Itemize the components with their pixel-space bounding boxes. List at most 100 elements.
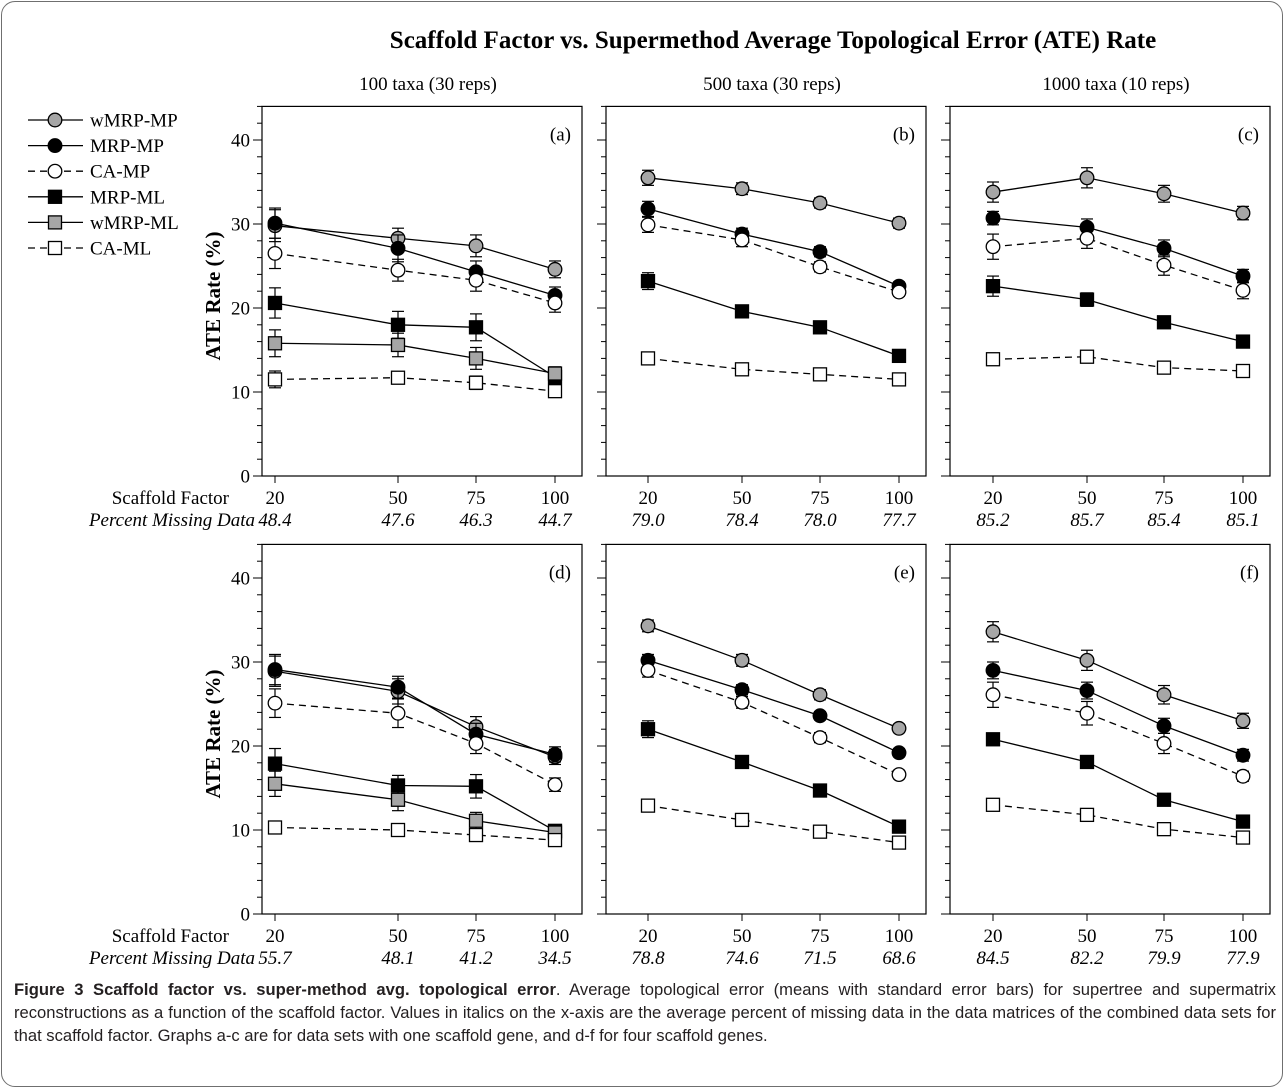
column-title-a: 100 taxa (30 reps) [359, 74, 497, 95]
y-tick-label: 0 [241, 905, 251, 926]
percent-missing-label: 47.6 [381, 510, 415, 531]
data-point-mrp-mp [985, 662, 1001, 678]
data-point-wmrp-ml [468, 351, 484, 366]
data-point-mrp-ml [1079, 754, 1095, 770]
x-tick-label: 50 [1078, 488, 1097, 509]
panel-label-d: (d) [549, 562, 571, 583]
percent-missing-label: 79.9 [1147, 948, 1181, 969]
panel-label-a: (a) [550, 124, 571, 145]
data-point-wmrp-mp [547, 261, 563, 277]
y-tick-label: 0 [241, 467, 251, 488]
data-point-wmrp-mp [985, 184, 1001, 200]
y-tick-label: 10 [231, 821, 250, 842]
data-point-mrp-ml [891, 819, 907, 834]
data-point-ca-mp [468, 272, 484, 288]
data-point-ca-ml [891, 835, 907, 850]
x-tick-label: 75 [811, 488, 830, 509]
data-point-wmrp-mp [1079, 652, 1095, 668]
percent-missing-label: 71.5 [803, 948, 836, 969]
series-line-ca-mp [647, 224, 900, 293]
legend-label-ca-mp: CA-MP [90, 162, 150, 183]
percent-missing-label: 48.1 [381, 948, 414, 969]
data-point-ca-mp [1235, 768, 1251, 784]
plot-frame-b [605, 105, 927, 477]
legend-label-wmrp-mp: wMRP-MP [90, 111, 178, 132]
data-point-mrp-mp [891, 745, 907, 761]
series-line-wmrp-mp [992, 631, 1244, 722]
data-point-ca-mp [267, 245, 283, 261]
x-tick-label: 100 [541, 926, 570, 947]
caption-body: . Average topological error (means with … [14, 980, 1276, 1045]
legend-item-wmrp-mp: wMRP-MP [28, 111, 178, 132]
series-line-wmrp-mp [274, 225, 556, 270]
data-point-wmrp-ml [267, 776, 283, 791]
figure-title: Scaffold Factor vs. Supermethod Average … [390, 27, 1156, 54]
legend-marker-wmrp-ml [47, 215, 63, 230]
x-tick-label: 20 [639, 926, 658, 947]
data-point-ca-ml [734, 812, 750, 828]
legend-marker-mrp-mp [47, 138, 63, 154]
x-tick-label: 100 [1229, 488, 1258, 509]
data-point-mrp-mp [640, 201, 656, 217]
data-point-wmrp-mp [891, 215, 907, 231]
percent-missing-label: 41.2 [459, 948, 493, 969]
series-line-mrp-mp [647, 659, 900, 754]
data-point-ca-mp [468, 736, 484, 751]
data-point-mrp-mp [1156, 718, 1172, 734]
data-point-mrp-mp [267, 215, 283, 231]
data-point-wmrp-ml [390, 792, 406, 807]
data-point-wmrp-mp [812, 195, 828, 211]
legend: wMRP-MP MRP-MP CA-MP MRP-ML wMRP-ML CA-ML [28, 111, 179, 260]
series-line-mrp-mp [274, 668, 556, 756]
series-line-mrp-ml [274, 763, 556, 832]
data-point-wmrp-mp [1235, 205, 1251, 221]
plot-frame-f [949, 543, 1271, 915]
data-point-wmrp-mp [468, 238, 484, 254]
y-tick-label: 30 [231, 653, 250, 674]
data-point-ca-ml [812, 824, 828, 839]
percent-missing-label: 85.7 [1070, 510, 1105, 531]
x-tick-label: 50 [733, 488, 752, 509]
data-point-mrp-ml [1156, 792, 1172, 807]
data-point-mrp-ml [640, 722, 656, 737]
data-point-ca-ml [985, 352, 1001, 367]
series-line-ca-mp [274, 702, 556, 786]
percent-missing-label: 34.5 [537, 948, 571, 969]
percent-missing-label: 85.1 [1226, 510, 1259, 531]
data-point-mrp-ml [812, 783, 828, 798]
data-point-ca-mp [734, 232, 750, 248]
series-line-mrp-ml [992, 285, 1244, 343]
plot-frame-d [261, 543, 583, 915]
data-point-ca-ml [1235, 830, 1251, 845]
data-point-wmrp-ml [468, 813, 484, 828]
data-point-mrp-ml [1235, 334, 1251, 349]
data-point-ca-ml [812, 367, 828, 382]
data-point-wmrp-ml [547, 366, 563, 381]
y-tick-label: 40 [231, 569, 250, 590]
data-point-wmrp-mp [812, 687, 828, 703]
data-point-mrp-ml [267, 756, 283, 771]
data-point-mrp-mp [1235, 747, 1251, 763]
panel-a: 100 taxa (30 reps) 0 10 20 30 40 ATE Rate (%) 2… [88, 74, 583, 531]
x-tick-label: 20 [639, 488, 658, 509]
legend-item-mrp-mp: MRP-MP [28, 136, 164, 157]
legend-label-mrp-mp: MRP-MP [90, 136, 164, 157]
percent-missing-label: 78.0 [803, 510, 837, 531]
x-tick-label: 20 [266, 926, 285, 947]
data-point-wmrp-mp [1156, 687, 1172, 703]
data-point-mrp-ml [1079, 292, 1095, 307]
data-point-mrp-mp [812, 708, 828, 724]
y-axis-label: ATE Rate (%) [201, 669, 225, 798]
data-point-mrp-mp [1235, 268, 1251, 284]
data-point-ca-ml [1156, 360, 1172, 375]
x-tick-label: 75 [467, 488, 486, 509]
panel-label-c: (c) [1238, 124, 1259, 145]
data-point-mrp-ml [267, 295, 283, 311]
x-tick-label: 100 [1229, 926, 1258, 947]
panel-label-e: (e) [894, 562, 915, 583]
y-tick-label: 20 [231, 299, 250, 320]
